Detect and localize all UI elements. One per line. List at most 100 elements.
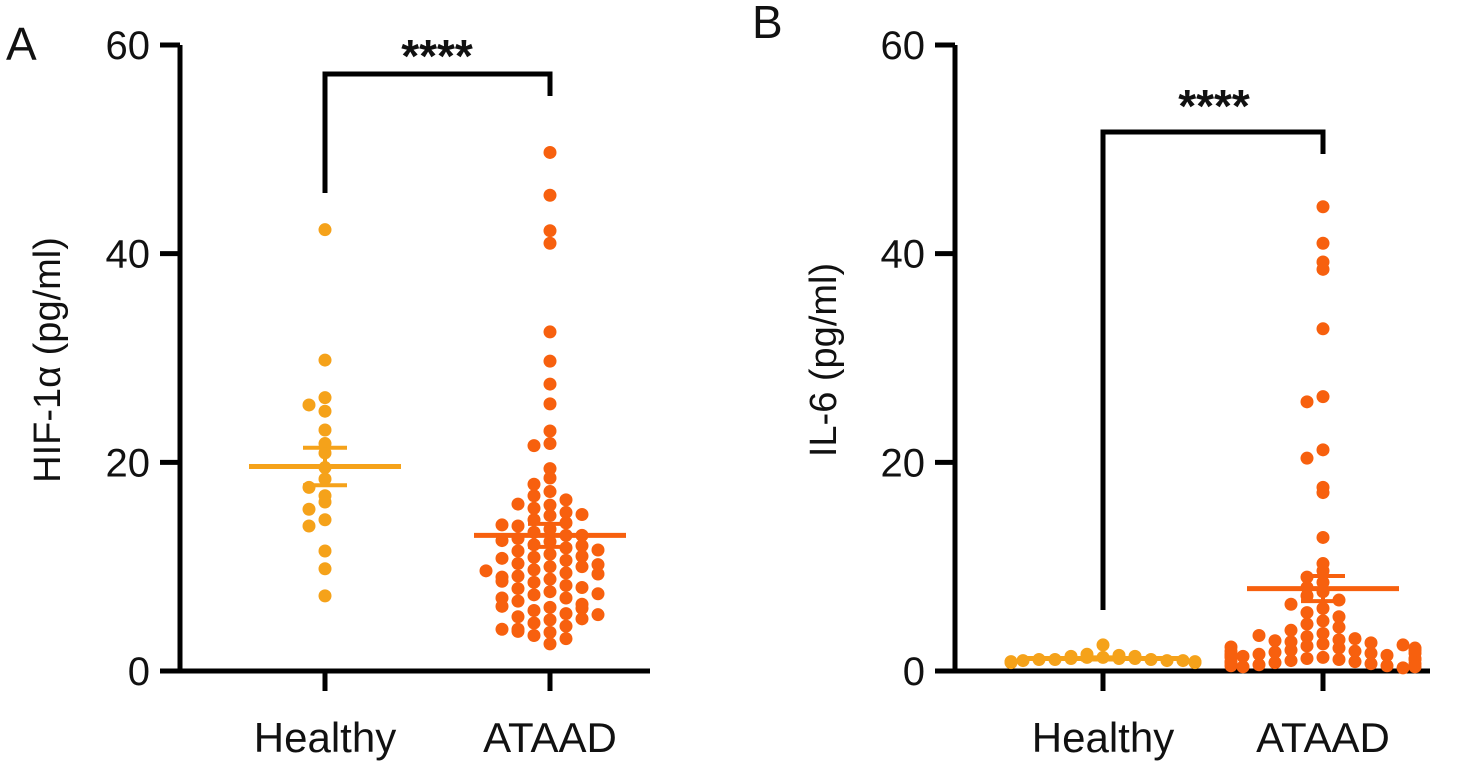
panel-a-ataad-point xyxy=(591,558,605,572)
panel-a-healthy-point xyxy=(318,404,332,418)
panel-b-ataad-point xyxy=(1300,451,1314,465)
panel-b-ataad-point xyxy=(1316,601,1330,615)
panel-a-ataad-point xyxy=(543,437,557,451)
panel-b-ataad-point xyxy=(1284,597,1298,611)
panel-a-ataad-point xyxy=(495,599,509,613)
panel-a-ataad-point xyxy=(559,578,573,592)
panel-a-ataad-point xyxy=(543,462,557,476)
panel-b-ataad-point xyxy=(1408,660,1422,674)
panel-b-y-tick-label: 20 xyxy=(881,441,926,485)
panel-b-ataad-point xyxy=(1252,658,1266,672)
panel-a-ataad-point xyxy=(575,560,589,574)
panel-b-ataad-point xyxy=(1316,262,1330,276)
panel-a-y-tick-label: 0 xyxy=(128,650,150,694)
panel-b-ataad-point xyxy=(1268,656,1282,670)
panel-a-ataad-point xyxy=(527,538,541,552)
panel-a-ataad-point xyxy=(575,612,589,626)
panel-a-ataad-point xyxy=(527,501,541,515)
panel-b-plot: 0 20 40 60 Healthy ATAAD xyxy=(881,24,1430,761)
panel-a-ataad-point xyxy=(543,509,557,523)
panel-a-ataad-point xyxy=(543,145,557,159)
panel-a-ataad-point xyxy=(511,594,525,608)
panel-b-healthy-point xyxy=(1188,656,1202,670)
panel-b-ataad-point xyxy=(1268,645,1282,659)
panel-a-ataad-point xyxy=(543,600,557,614)
panel-a-ataad-point xyxy=(527,575,541,589)
panel-b-ataad-point xyxy=(1252,647,1266,661)
panel-a-ataad-point xyxy=(591,567,605,581)
panel-a-ataad-point xyxy=(559,493,573,507)
panel-a-y-tick-label: 40 xyxy=(106,233,151,277)
panel-b-y-axis-title: IL-6 (pg/ml) xyxy=(803,263,845,457)
panel-b-ataad-point xyxy=(1408,643,1422,657)
panel-b-ataad-point xyxy=(1316,486,1330,500)
panel-a-ataad-point xyxy=(495,574,509,588)
panel-b-ataad-point xyxy=(1300,651,1314,665)
panel-b-ataad-point xyxy=(1380,659,1394,673)
panel-a-ataad-point xyxy=(543,325,557,339)
panel-b-ataad-point xyxy=(1316,650,1330,664)
panel-a-ataad-point xyxy=(511,544,525,558)
panel-b-il6: B IL-6 (pg/ml) **** 0 20 40 60 Healthy ATAAD xyxy=(752,0,1430,761)
panel-a-ataad-point xyxy=(591,543,605,557)
panel-b-ataad-point xyxy=(1316,322,1330,336)
panel-a-healthy-point xyxy=(318,353,332,367)
panel-a-healthy-point xyxy=(318,589,332,603)
panel-b-category-label-healthy: Healthy xyxy=(1032,714,1174,761)
panel-a-healthy-point xyxy=(318,223,332,237)
panel-a-category-label-healthy: Healthy xyxy=(254,714,396,761)
panel-a-ataad-point xyxy=(527,477,541,491)
panel-a-healthy-point xyxy=(318,495,332,509)
panel-a-ataad-point xyxy=(511,610,525,624)
panel-a-ataad-point xyxy=(559,619,573,633)
panel-b-ataad-point xyxy=(1348,655,1362,669)
panel-b-ataad-point xyxy=(1300,630,1314,644)
panel-a-ataad-point xyxy=(527,603,541,617)
panel-b-ataad-point xyxy=(1332,653,1346,667)
panel-a-ataad-point xyxy=(511,624,525,638)
panel-a-ataad-point xyxy=(511,519,525,533)
panel-b-ataad-point xyxy=(1332,641,1346,655)
panel-a-ataad-point xyxy=(559,505,573,519)
panel-a-ataad-point xyxy=(559,632,573,646)
panel-b-ataad-point xyxy=(1300,395,1314,409)
panel-b-ataad-point xyxy=(1332,610,1346,624)
panel-b-ataad-point xyxy=(1364,636,1378,650)
panel-b-significance: **** xyxy=(1178,80,1250,132)
panel-b-ataad-point xyxy=(1380,648,1394,662)
panel-b-ataad-point xyxy=(1364,646,1378,660)
panel-a-ataad-point xyxy=(511,582,525,596)
panel-a-plot: 0 20 40 60 Healthy ATAAD xyxy=(106,24,650,761)
panel-b-ataad-point xyxy=(1316,626,1330,640)
panel-a-ataad-point xyxy=(527,550,541,564)
panel-a-y-tick-label: 60 xyxy=(106,24,151,68)
panel-b-healthy-point xyxy=(1004,656,1018,670)
panel-a-healthy-point xyxy=(318,562,332,576)
panel-a-ataad-point xyxy=(511,497,525,511)
panel-a-ataad-point xyxy=(527,563,541,577)
panel-a-ataad-point xyxy=(495,551,509,565)
panel-a-ataad-point xyxy=(527,588,541,602)
panel-b-letter: B xyxy=(752,0,783,48)
panel-a-healthy-point xyxy=(318,423,332,437)
panel-b-ataad-point xyxy=(1284,643,1298,657)
panel-a-healthy-point xyxy=(302,480,316,494)
panel-b-ataad-point xyxy=(1284,654,1298,668)
panel-a-ataad-point xyxy=(543,613,557,627)
panel-a-ataad-point xyxy=(543,377,557,391)
panel-a-ataad-point xyxy=(559,607,573,621)
panel-a-ataad-point xyxy=(559,553,573,567)
panel-a-ataad-point xyxy=(511,569,525,583)
panel-a-ataad-point xyxy=(543,498,557,512)
panel-a-ataad-point xyxy=(543,547,557,561)
panel-b-ataad-point xyxy=(1316,530,1330,544)
panel-a-ataad-point xyxy=(479,564,493,578)
panel-a-ataad-point xyxy=(543,424,557,438)
panel-b-ataad-point xyxy=(1316,236,1330,250)
panel-b-healthy-point xyxy=(1176,654,1190,668)
panel-b-significance-bracket xyxy=(1100,129,1326,610)
panel-b-ataad-point xyxy=(1300,606,1314,620)
panel-a-category-label-ataad: ATAAD xyxy=(483,714,617,761)
panel-a-ataad-point xyxy=(575,508,589,521)
